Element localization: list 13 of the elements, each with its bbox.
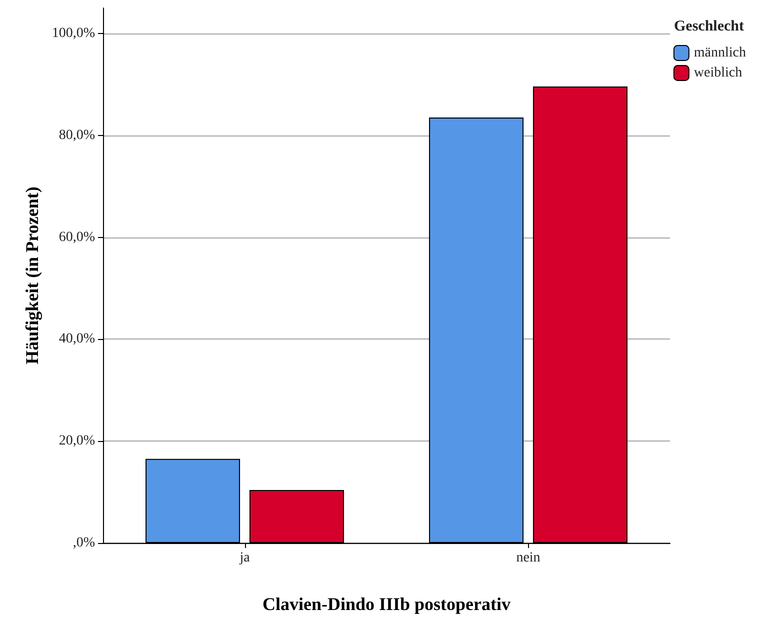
legend-label: weiblich: [694, 66, 742, 80]
y-tick-label: ,0%: [72, 536, 96, 550]
y-axis-title: Häufigkeit (in Prozent): [22, 186, 42, 364]
x-tick-label: ja: [238, 550, 251, 566]
y-tick-label: 40,0%: [58, 332, 96, 347]
y-tick-label: 20,0%: [58, 434, 96, 449]
y-tick-label: 60,0%: [58, 230, 96, 245]
y-tick-label: 100,0%: [52, 26, 96, 41]
legend-label: männlich: [694, 46, 746, 60]
x-axis-title: Clavien-Dindo IIIb postoperativ: [262, 594, 511, 614]
legend-title: Geschlecht: [674, 18, 744, 34]
y-tick-label: 80,0%: [58, 128, 96, 143]
x-tick-label: nein: [516, 550, 540, 566]
